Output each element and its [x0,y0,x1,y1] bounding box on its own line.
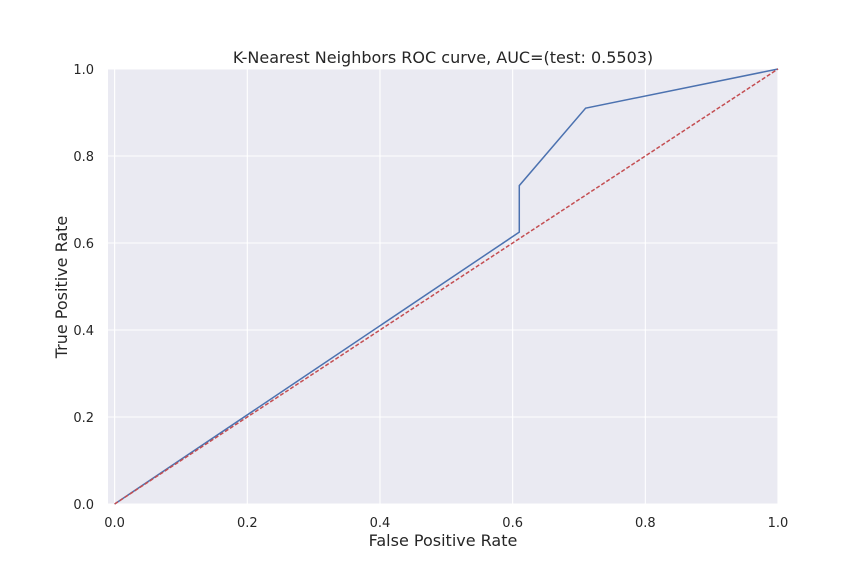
series-layer [114,68,779,505]
y-tick-label: 0.8 [73,150,94,165]
chance-diagonal-line [114,68,779,505]
y-tick-label: 0.6 [73,237,94,252]
chart-title: K-Nearest Neighbors ROC curve, AUC=(test… [233,48,653,67]
y-tick-label: 0.2 [73,411,94,426]
x-tick-label: 0.4 [370,516,391,531]
x-tick-label: 0.6 [502,516,523,531]
x-tick-label: 0.0 [104,516,125,531]
x-tick-label: 0.8 [635,516,656,531]
x-axis-label: False Positive Rate [369,531,518,550]
x-tick-label: 0.2 [237,516,258,531]
y-tick-label: 1.0 [73,63,94,78]
y-axis-label: True Positive Rate [52,216,71,360]
y-tick-label: 0.0 [73,498,94,513]
y-tick-labels: 0.0 0.2 0.4 0.6 0.8 1.0 [73,63,94,513]
x-tick-labels: 0.0 0.2 0.4 0.6 0.8 1.0 [104,516,788,531]
x-tick-label: 1.0 [768,516,789,531]
grid-lines [108,68,779,505]
y-tick-label: 0.4 [73,324,94,339]
roc-curve-line [114,68,779,505]
